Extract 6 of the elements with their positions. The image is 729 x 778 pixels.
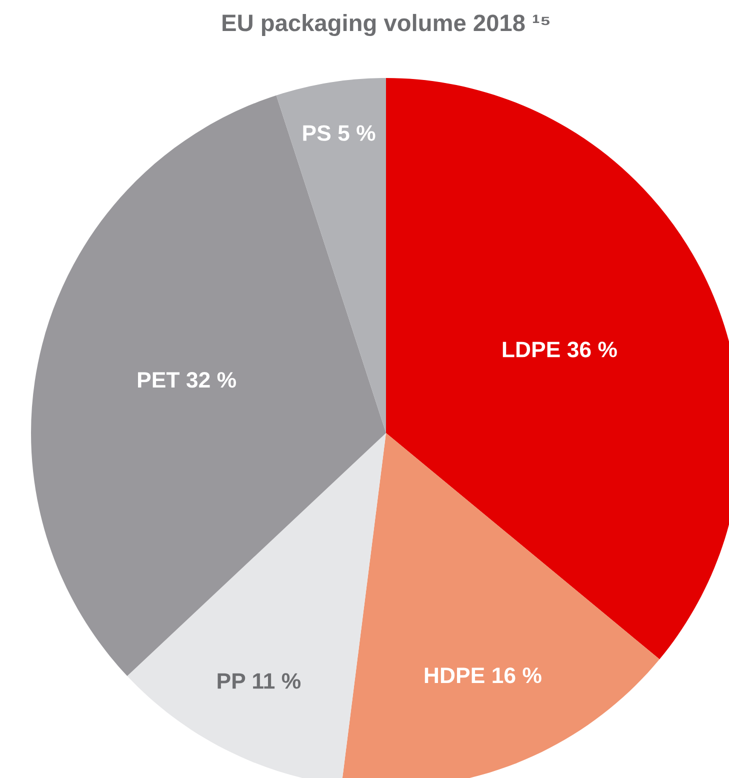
slice-label: HDPE 16 % bbox=[424, 667, 542, 684]
slice-label: PET 32 % bbox=[138, 372, 236, 388]
slice-label: LDPE 36 % bbox=[502, 342, 617, 358]
slice-label: PP 11 % bbox=[218, 673, 301, 689]
slice-label: PS 5 % bbox=[303, 125, 376, 141]
chart-title: EU packaging volume 2018 ¹⁵ bbox=[222, 14, 550, 36]
